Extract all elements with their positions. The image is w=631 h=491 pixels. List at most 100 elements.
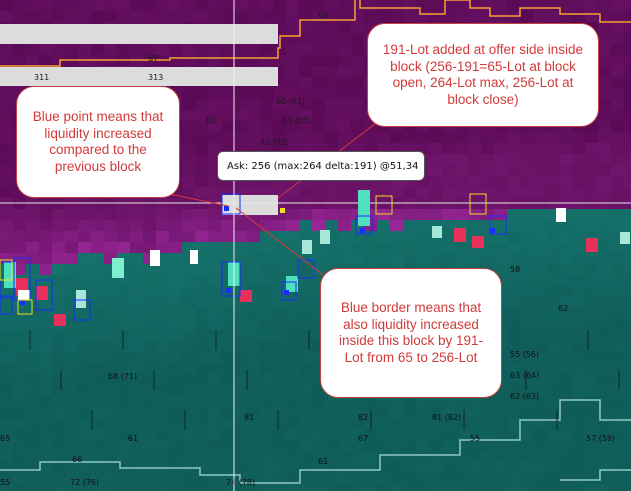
heat-cell bbox=[364, 231, 377, 242]
heat-cell bbox=[208, 429, 221, 440]
heat-cell bbox=[91, 330, 104, 341]
heat-cell bbox=[390, 429, 403, 440]
heat-cell bbox=[143, 0, 156, 11]
heat-cell bbox=[117, 242, 130, 253]
heat-cell bbox=[611, 286, 624, 297]
heat-cell bbox=[130, 385, 143, 396]
heat-cell bbox=[78, 231, 91, 242]
heat-cell bbox=[312, 143, 325, 154]
heat-cell bbox=[533, 484, 546, 491]
heat-cell bbox=[598, 341, 611, 352]
heat-cell bbox=[494, 209, 507, 220]
heat-cell bbox=[169, 220, 182, 231]
heat-cell bbox=[442, 143, 455, 154]
heat-cell bbox=[598, 330, 611, 341]
heat-cell bbox=[572, 297, 585, 308]
heat-cell bbox=[312, 55, 325, 66]
heat-cell bbox=[0, 176, 13, 187]
heat-cell bbox=[260, 253, 273, 264]
heat-cell bbox=[533, 451, 546, 462]
increase-border bbox=[281, 281, 297, 301]
heat-cell bbox=[325, 176, 338, 187]
heat-cell bbox=[104, 11, 117, 22]
heat-cell bbox=[78, 374, 91, 385]
heat-cell bbox=[104, 330, 117, 341]
heat-cell bbox=[572, 429, 585, 440]
heat-cell bbox=[572, 143, 585, 154]
heat-cell bbox=[273, 0, 286, 11]
heat-cell bbox=[598, 363, 611, 374]
heat-cell bbox=[13, 429, 26, 440]
heat-cell bbox=[520, 220, 533, 231]
cell-label: 61 bbox=[318, 457, 328, 466]
heat-cell bbox=[26, 44, 39, 55]
heat-cell bbox=[195, 242, 208, 253]
heat-cell bbox=[507, 253, 520, 264]
heat-cell bbox=[286, 385, 299, 396]
heat-cell bbox=[182, 154, 195, 165]
heat-cell bbox=[234, 407, 247, 418]
heat-cell bbox=[520, 319, 533, 330]
heat-cell bbox=[234, 451, 247, 462]
heat-cell bbox=[52, 44, 65, 55]
heat-cell bbox=[325, 473, 338, 484]
heat-cell bbox=[195, 319, 208, 330]
heat-cell bbox=[156, 11, 169, 22]
heat-cell bbox=[377, 462, 390, 473]
heat-cell bbox=[208, 231, 221, 242]
heat-cell bbox=[260, 0, 273, 11]
heat-cell bbox=[416, 462, 429, 473]
heat-cell bbox=[312, 242, 325, 253]
heat-cell bbox=[325, 99, 338, 110]
heat-cell bbox=[429, 440, 442, 451]
heat-cell bbox=[585, 308, 598, 319]
heat-cell bbox=[520, 11, 533, 22]
heat-cell bbox=[325, 429, 338, 440]
heat-cell bbox=[546, 429, 559, 440]
heat-cell bbox=[351, 88, 364, 99]
heat-cell bbox=[0, 99, 13, 110]
heat-cell bbox=[247, 88, 260, 99]
heat-cell bbox=[78, 264, 91, 275]
heat-cell bbox=[286, 132, 299, 143]
heat-cell bbox=[377, 220, 390, 231]
heat-cell bbox=[325, 132, 338, 143]
trade-marker bbox=[472, 236, 484, 248]
heat-cell bbox=[299, 374, 312, 385]
heat-cell bbox=[403, 143, 416, 154]
heat-cell bbox=[546, 165, 559, 176]
heat-cell bbox=[455, 220, 468, 231]
heat-cell bbox=[104, 429, 117, 440]
heat-cell bbox=[468, 484, 481, 491]
level-tooltip: Ask: 256 (max:264 delta:191) @51,34 bbox=[217, 151, 425, 181]
heat-cell bbox=[182, 55, 195, 66]
heat-cell bbox=[52, 286, 65, 297]
heat-cell bbox=[221, 187, 234, 198]
heat-cell bbox=[39, 264, 52, 275]
trade-marker bbox=[556, 208, 566, 222]
heat-cell bbox=[312, 473, 325, 484]
heat-cell bbox=[156, 253, 169, 264]
heat-cell bbox=[598, 22, 611, 33]
heat-cell bbox=[364, 11, 377, 22]
heat-cell bbox=[52, 55, 65, 66]
heat-cell bbox=[273, 275, 286, 286]
heat-cell bbox=[143, 429, 156, 440]
heat-cell bbox=[364, 242, 377, 253]
heat-cell bbox=[247, 275, 260, 286]
heat-cell bbox=[273, 110, 286, 121]
heat-cell bbox=[325, 55, 338, 66]
heat-cell bbox=[286, 297, 299, 308]
trade-marker bbox=[18, 290, 30, 300]
callout-bottom-text: Blue border means that also liquidity in… bbox=[338, 300, 484, 365]
heat-cell bbox=[273, 44, 286, 55]
heat-cell bbox=[611, 264, 624, 275]
heat-cell bbox=[208, 330, 221, 341]
heat-cell bbox=[429, 451, 442, 462]
heat-cell bbox=[78, 363, 91, 374]
heat-cell bbox=[585, 330, 598, 341]
heat-cell bbox=[559, 165, 572, 176]
heat-cell bbox=[221, 297, 234, 308]
heat-cell bbox=[429, 154, 442, 165]
heat-cell bbox=[533, 473, 546, 484]
